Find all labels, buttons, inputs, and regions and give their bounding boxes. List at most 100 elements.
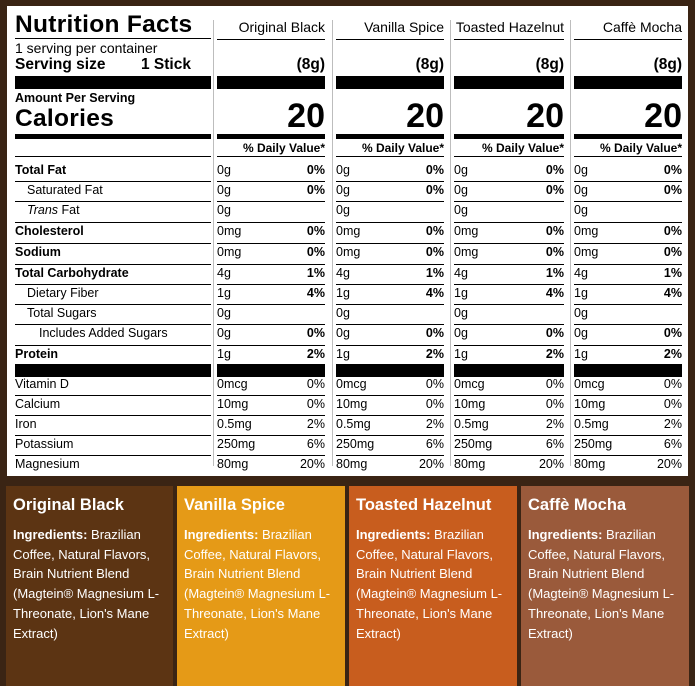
row-rule: [454, 455, 564, 456]
label-row-rule: [15, 264, 211, 265]
nutrient-daily-value: 0%: [425, 245, 444, 259]
label-row-rule: [15, 324, 211, 325]
nutrient-amount: 0g: [454, 203, 468, 217]
daily-value-header: % Daily Value*: [361, 141, 444, 155]
column-rule: [454, 39, 564, 40]
ingredients-text: Ingredients: Brazilian Coffee, Natural F…: [356, 525, 516, 643]
vitamin-amount: 0.5mg: [574, 417, 609, 431]
ingredients-list: Brazilian Coffee, Natural Flavors, Brain…: [13, 527, 160, 641]
nutrient-amount: 0g: [217, 306, 231, 320]
nutrient-amount: 0g: [574, 203, 588, 217]
row-rule: [574, 455, 682, 456]
vitamin-amount: 80mg: [574, 457, 606, 471]
nutrient-amount: 0mg: [217, 245, 242, 259]
row-rule: [336, 455, 444, 456]
nutrient-daily-value: 1%: [545, 266, 564, 280]
nutrient-amount: 1g: [574, 347, 588, 361]
row-rule: [336, 264, 444, 265]
vitamin-daily-value: 2%: [306, 417, 325, 431]
nutrient-daily-value: 0%: [545, 224, 564, 238]
vitamin-daily-value: 20%: [538, 457, 564, 471]
vitamin-daily-value: 2%: [545, 417, 564, 431]
vitamin-daily-value: 0%: [306, 377, 325, 391]
calories-value: 20: [526, 97, 564, 135]
vitamin-amount: 0mcg: [217, 377, 248, 391]
column-rule: [336, 156, 444, 157]
nutrition-facts-panel: Nutrition Facts 1 serving per container …: [7, 6, 688, 476]
protein-bar: [454, 364, 564, 377]
column-rule: [574, 39, 682, 40]
nutrient-daily-value: 2%: [663, 347, 682, 361]
row-rule: [217, 222, 325, 223]
row-rule: [336, 435, 444, 436]
amount-per-serving: Amount Per Serving: [15, 91, 136, 105]
nutrient-daily-value: 0%: [545, 183, 564, 197]
label-row-rule: [15, 284, 211, 285]
serving-size-value: 1 Stick: [141, 56, 191, 73]
vitamin-amount: 0.5mg: [454, 417, 489, 431]
row-rule: [217, 304, 325, 305]
row-rule: [336, 415, 444, 416]
ingredient-card: Original Black Ingredients: Brazilian Cof…: [6, 486, 173, 686]
vitamin-daily-value: 0%: [545, 397, 564, 411]
row-rule: [454, 201, 564, 202]
nutrient-daily-value: 1%: [306, 266, 325, 280]
vitamin-amount: 80mg: [336, 457, 368, 471]
row-rule: [217, 415, 325, 416]
row-rule: [454, 304, 564, 305]
vitamin-amount: 10mg: [454, 397, 486, 411]
nutrient-amount: 1g: [454, 286, 468, 300]
row-rule: [454, 324, 564, 325]
row-rule: [217, 181, 325, 182]
ingredients-list: Brazilian Coffee, Natural Flavors, Brain…: [184, 527, 331, 641]
vitamin-daily-value: 20%: [656, 457, 682, 471]
vitamin-daily-value: 0%: [663, 377, 682, 391]
nutrient-label: Dietary Fiber: [27, 286, 99, 300]
row-rule: [454, 181, 564, 182]
nutrient-amount: 4g: [336, 266, 350, 280]
nutrient-daily-value: 0%: [306, 326, 325, 340]
row-rule: [336, 324, 444, 325]
nutrient-amount: 0g: [336, 203, 350, 217]
vitamin-daily-value: 6%: [425, 437, 444, 451]
row-rule: [336, 201, 444, 202]
nutrient-amount: 0mg: [454, 224, 479, 238]
row-rule: [454, 395, 564, 396]
vitamin-amount: 0mcg: [454, 377, 485, 391]
vitamin-label: Magnesium: [15, 457, 80, 471]
nutrient-amount: 4g: [217, 266, 231, 280]
serving-grams: (8g): [415, 56, 444, 73]
nutrient-label: Sodium: [15, 245, 61, 259]
ingredient-card: Vanilla Spice Ingredients: Brazilian Coff…: [177, 486, 345, 686]
nutrient-amount: 0mg: [454, 245, 479, 259]
row-rule: [336, 243, 444, 244]
vitamin-label: Iron: [15, 417, 37, 431]
nutrient-amount: 0g: [574, 183, 588, 197]
nutrient-amount: 0g: [574, 163, 588, 177]
label-row-rule: [15, 345, 211, 346]
nutrient-daily-value: 4%: [306, 286, 325, 300]
row-rule: [217, 395, 325, 396]
nutrient-amount: 0g: [336, 326, 350, 340]
row-rule: [336, 345, 444, 346]
label-row-rule: [15, 304, 211, 305]
vitamin-label: Potassium: [15, 437, 74, 451]
vitamin-amount: 0mcg: [574, 377, 605, 391]
row-rule: [217, 284, 325, 285]
vitamin-amount: 10mg: [336, 397, 368, 411]
vitamin-amount: 250mg: [454, 437, 493, 451]
calories-value: 20: [406, 97, 444, 135]
ingredients-text: Ingredients: Brazilian Coffee, Natural F…: [184, 525, 344, 643]
vitamin-amount: 250mg: [574, 437, 613, 451]
nutrient-label: Protein: [15, 347, 59, 361]
nutrient-daily-value: 0%: [663, 224, 682, 238]
nutrient-daily-value: 4%: [425, 286, 444, 300]
calories-value: 20: [644, 97, 682, 135]
row-rule: [454, 415, 564, 416]
nutrient-daily-value: 0%: [663, 163, 682, 177]
vitamin-daily-value: 20%: [299, 457, 325, 471]
vitamin-daily-value: 6%: [663, 437, 682, 451]
nutrient-daily-value: 2%: [306, 347, 325, 361]
row-rule: [574, 181, 682, 182]
nutrient-daily-value: 0%: [663, 245, 682, 259]
